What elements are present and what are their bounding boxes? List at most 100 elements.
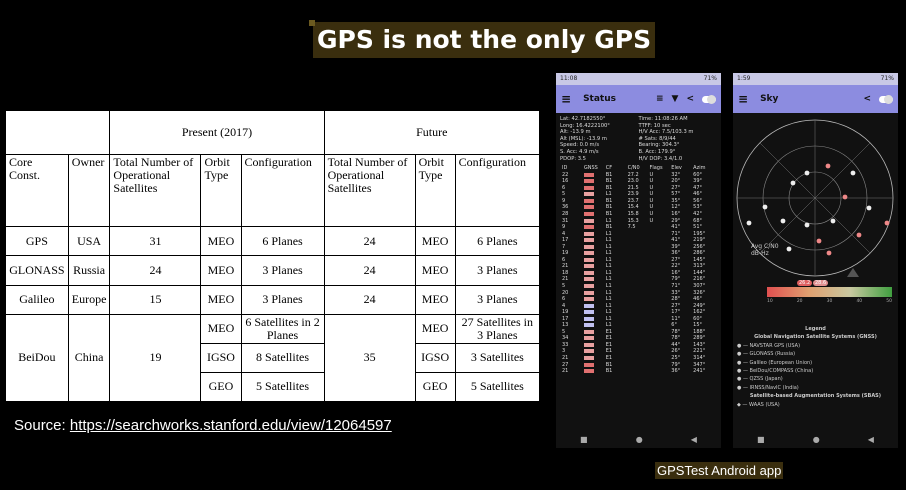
satellite-cell: 6	[562, 296, 566, 303]
flag-icon	[583, 335, 606, 342]
satellite-cell: L1	[605, 315, 612, 322]
menu-icon[interactable]: ≡	[738, 92, 749, 106]
satellite-cell: 22	[562, 171, 569, 178]
screen-title: Status	[583, 94, 616, 104]
satellite-cell: 36°	[671, 368, 681, 375]
satellite-cell: E1	[605, 335, 613, 342]
satellite-row: 17 L1 41° 219°	[562, 237, 715, 244]
core-const-header: Core Const.	[5, 154, 69, 228]
satellite-cell: 16°	[671, 269, 681, 276]
satellite-cell: 22°	[671, 263, 681, 270]
satellite-cell: 241°	[693, 368, 706, 375]
source-link[interactable]: https://searchworks.stanford.edu/view/12…	[69, 417, 392, 434]
filter-icon[interactable]: ▼	[671, 94, 679, 104]
gpstest-status-screenshot: 11:08 71% ≡ Status ≡ ▼ < Lat: 42.7182550°…	[556, 73, 721, 448]
satellite-cell: 35°	[671, 197, 681, 204]
satellite-cell: L1	[605, 283, 612, 289]
satellite-cell: 39°	[693, 178, 703, 185]
sort-icon[interactable]: ≡	[655, 94, 664, 104]
back-icon[interactable]: ◀	[690, 434, 697, 444]
satellite-cell: 31	[562, 217, 569, 224]
satellite-cell: 195°	[693, 230, 706, 237]
fix-info: Lat: 42.7182550° Long: 16.4222100° Alt: -1…	[556, 113, 721, 165]
satellite-marker	[850, 170, 856, 176]
satellite-cell: 33°	[671, 289, 681, 296]
satellite-cell: B1	[605, 361, 613, 368]
satellite-cell: 21	[562, 276, 569, 283]
column-header: C/N0	[627, 165, 640, 172]
cn0-tick: 50	[886, 299, 892, 304]
back-icon[interactable]: ◀	[867, 434, 874, 444]
fix-info-item: S. Acc: 4.9 m/s	[560, 148, 599, 155]
column-header: Elev	[671, 165, 682, 172]
flag-icon	[583, 172, 606, 179]
fix-info-item: Long: 16.4222100°	[560, 122, 610, 129]
satellite-cell: 256°	[693, 243, 706, 250]
satellite-cell: U	[649, 197, 654, 204]
satellite-cell: 5	[562, 283, 566, 289]
satellite-cell	[628, 368, 650, 375]
satellite-row: 27 B1 79° 347°	[562, 362, 715, 369]
home-icon[interactable]: ●	[812, 434, 820, 444]
satellite-cell: 6	[562, 184, 566, 191]
satellite-cell: 46°	[693, 296, 703, 303]
satellite-cell: L1	[605, 263, 612, 270]
share-icon[interactable]: <	[686, 94, 694, 104]
home-icon[interactable]: ●	[635, 434, 643, 444]
satellite-row: 5 E1 78° 188°	[562, 329, 715, 336]
satellite-cell: L1	[605, 302, 612, 309]
satellite-cell: U	[649, 178, 654, 185]
flag-icon	[583, 283, 606, 290]
satellite-cell: 249°	[693, 302, 706, 309]
satellite-cell: 6°	[671, 322, 677, 329]
north-indicator	[847, 268, 859, 277]
satellite-cell: U	[649, 184, 654, 191]
cn0-tick: 20	[796, 299, 803, 304]
flag-icon	[583, 185, 606, 192]
recents-icon[interactable]: ■	[580, 434, 588, 444]
flag-icon	[583, 204, 606, 211]
source-label: Source:	[14, 417, 70, 434]
cn0-ticks: 10 20 30 40 50	[767, 299, 892, 304]
satellite-row: 4 L1 71° 195°	[562, 231, 715, 238]
satellite-cell: 16°	[671, 210, 681, 217]
satellite-cell: 78°	[671, 328, 681, 335]
satellite-row: 17 L1 11° 60°	[562, 316, 715, 323]
satellite-cell: 162°	[693, 309, 706, 316]
satellite-cell: 9	[562, 197, 566, 204]
share-icon[interactable]: <	[863, 94, 871, 104]
column-header: Flags	[649, 165, 663, 172]
recents-icon[interactable]: ■	[757, 434, 765, 444]
satellite-cell: L1	[605, 237, 612, 244]
satellite-cell: 47°	[693, 184, 703, 191]
satellite-row: 4 L1 27° 249°	[562, 303, 715, 310]
satellite-cell: 17	[562, 315, 569, 322]
fix-info-right: Time: 11:08:26 AM TTFF: 10 sec H/V Acc: 7.…	[639, 116, 718, 162]
menu-icon[interactable]: ≡	[561, 92, 572, 106]
satellite-cell: 314°	[693, 355, 706, 362]
satellite-cell: 145°	[693, 256, 706, 263]
gps-toggle[interactable]	[702, 94, 716, 104]
satellite-cell: U	[649, 210, 654, 217]
satellite-cell: 36	[562, 204, 569, 211]
gps-toggle[interactable]	[879, 94, 893, 104]
satellite-cell: 23.0	[627, 178, 639, 185]
satellite-cell: 60°	[693, 315, 703, 322]
satellite-row: 6 B1 21.5 U 27° 47°	[562, 185, 715, 192]
column-header: ID	[562, 165, 568, 172]
column-header: CF	[605, 165, 613, 172]
satellite-cell: B1	[605, 171, 613, 178]
flag-icon	[583, 224, 606, 231]
future-orbit-header: Orbit Type	[414, 154, 456, 228]
flag-icon	[583, 257, 606, 264]
satellite-marker	[790, 180, 796, 186]
satellite-cell	[649, 368, 671, 375]
satellite-row: 28 B1 15.8 U 16° 42°	[562, 211, 715, 218]
satellite-cell: 46°	[693, 191, 703, 198]
flag-icon	[583, 250, 606, 257]
satellite-cell: 42°	[693, 210, 703, 217]
app-caption: GPSTest Android app	[655, 462, 784, 479]
satellite-row: 31 L1 15.3 U 29° 68°	[562, 218, 715, 225]
satellite-cell: 27°	[671, 184, 681, 191]
flag-icon	[583, 342, 606, 349]
